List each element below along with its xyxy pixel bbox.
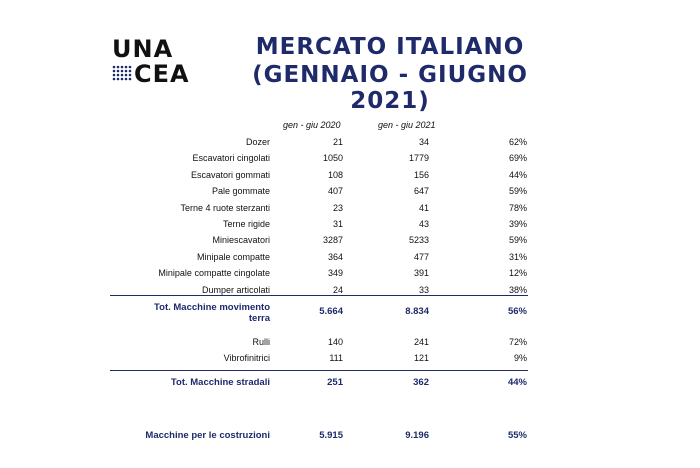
value-2020: 108 xyxy=(327,169,343,180)
value-2020: 1050 xyxy=(322,153,343,164)
page-title: MERCATO ITALIANO xyxy=(255,34,525,60)
header-2021: gen - giu 2021 xyxy=(378,120,436,130)
value-2021: 1779 xyxy=(408,153,429,164)
value-2021: 241 xyxy=(413,337,429,347)
total-pct: 55% xyxy=(507,430,527,441)
logo-text-bottom: CEA xyxy=(134,60,190,88)
total-value-2020: 5.664 xyxy=(319,306,343,317)
table-row: Escavatori gommati 108 156 44% xyxy=(0,170,700,186)
pct-change: 39% xyxy=(508,219,527,229)
total-row-movimento: Tot. Macchine movimento terra 5.664 8.83… xyxy=(0,302,700,324)
pct-change: 38% xyxy=(508,284,527,295)
row-label: Rulli xyxy=(252,337,270,347)
table-row: Rulli 140 241 72% xyxy=(0,337,700,353)
total-label-line2: terra xyxy=(248,313,270,324)
table-row: Miniescavatori 3287 5233 59% xyxy=(0,235,700,251)
pct-change: 59% xyxy=(508,186,527,197)
value-2020: 349 xyxy=(327,268,343,279)
value-2021: 43 xyxy=(418,219,429,229)
divider-line xyxy=(110,370,528,371)
value-2020: 364 xyxy=(327,251,343,262)
total-value-2020: 5.915 xyxy=(319,430,343,441)
pct-change: 62% xyxy=(508,137,527,147)
table-row: Terne rigide 31 43 39% xyxy=(0,219,700,235)
row-label: Dumper articolati xyxy=(201,284,270,295)
value-2021: 33 xyxy=(418,284,429,295)
table-row: Vibrofinitrici 111 121 9% xyxy=(0,353,700,369)
value-2021: 41 xyxy=(418,202,429,213)
pct-change: 12% xyxy=(508,268,527,279)
row-label: Escavatori gommati xyxy=(190,169,270,180)
total-value-2021: 8.834 xyxy=(405,306,429,317)
table-row: Escavatori cingolati 1050 1779 69% xyxy=(0,153,700,169)
total-label: Tot. Macchine stradali xyxy=(170,377,270,388)
value-2021: 391 xyxy=(413,268,429,279)
pct-change: 31% xyxy=(508,251,527,262)
table-row: Terne 4 ruote sterzanti 23 41 78% xyxy=(0,203,700,219)
table-row: Pale gommate 407 647 59% xyxy=(0,186,700,202)
row-label: Vibrofinitrici xyxy=(223,353,270,363)
total-value-2021: 362 xyxy=(413,377,429,388)
row-label: Pale gommate xyxy=(211,186,270,197)
row-label: Terne rigide xyxy=(222,219,270,229)
row-label: Escavatori cingolati xyxy=(192,153,270,164)
pct-change: 69% xyxy=(508,153,527,164)
total-row-stradali: Tot. Macchine stradali 251 362 44% xyxy=(0,377,700,393)
value-2021: 121 xyxy=(413,353,429,363)
value-2020: 407 xyxy=(327,186,343,197)
value-2021: 34 xyxy=(418,137,429,147)
table-row: Dozer 21 34 62% xyxy=(0,137,700,153)
row-label: Terne 4 ruote sterzanti xyxy=(180,202,270,213)
value-2021: 477 xyxy=(413,251,429,262)
table-row: Dumper articolati 24 33 38% xyxy=(0,285,700,301)
row-label: Minipale compatte cingolate xyxy=(158,268,270,279)
total-label: Macchine per le costruzioni xyxy=(145,430,270,441)
total-row-costruzioni: Macchine per le costruzioni 5.915 9.196 … xyxy=(0,430,700,446)
row-label: Dozer xyxy=(245,137,270,147)
divider-line xyxy=(110,295,528,296)
total-pct: 56% xyxy=(507,306,527,317)
row-label: Miniescavatori xyxy=(212,235,270,246)
pct-change: 44% xyxy=(508,169,527,180)
value-2021: 156 xyxy=(413,169,429,180)
value-2020: 3287 xyxy=(322,235,343,246)
unacea-logo: UNA CEA xyxy=(112,35,204,88)
value-2020: 24 xyxy=(332,284,343,295)
value-2020: 111 xyxy=(329,353,343,363)
value-2020: 23 xyxy=(332,202,343,213)
pct-change: 78% xyxy=(508,202,527,213)
value-2020: 31 xyxy=(332,219,343,229)
page-subtitle: (GENNAIO - GIUGNO 2021) xyxy=(252,62,528,114)
header-2020: gen - giu 2020 xyxy=(283,120,341,130)
logo-dots-icon xyxy=(112,65,132,81)
table-row: Minipale compatte 364 477 31% xyxy=(0,252,700,268)
total-label: Tot. Macchine movimento terra xyxy=(154,302,270,324)
total-value-2021: 9.196 xyxy=(405,430,429,441)
pct-change: 72% xyxy=(508,337,527,347)
row-label: Minipale compatte xyxy=(196,251,270,262)
pct-change: 59% xyxy=(508,235,527,246)
total-label-line1: Tot. Macchine movimento xyxy=(154,302,270,313)
value-2020: 140 xyxy=(327,337,343,347)
value-2021: 647 xyxy=(413,186,429,197)
logo-text-top: UNA xyxy=(112,35,174,63)
table-row: Minipale compatte cingolate 349 391 12% xyxy=(0,268,700,284)
value-2020: 21 xyxy=(332,137,343,147)
total-value-2020: 251 xyxy=(327,377,343,388)
pct-change: 9% xyxy=(513,353,527,363)
total-pct: 44% xyxy=(507,377,527,388)
value-2021: 5233 xyxy=(408,235,429,246)
